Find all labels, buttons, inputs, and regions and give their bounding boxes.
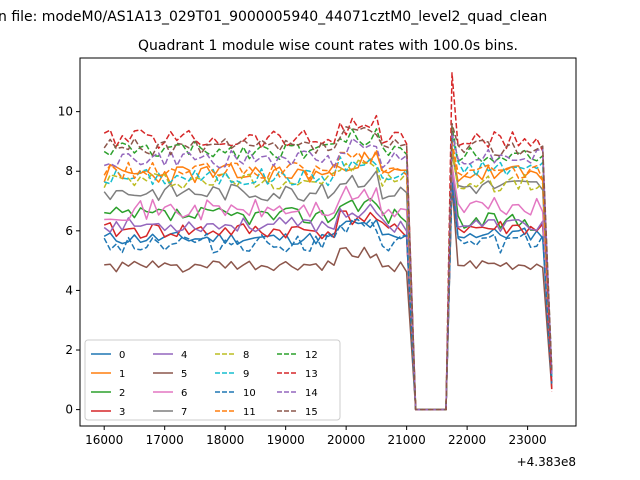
x-tick-label: 19000 (267, 433, 305, 447)
y-tick-label: 10 (58, 105, 73, 119)
series-line-9 (103, 134, 553, 411)
series-line-3 (103, 173, 553, 411)
legend-label-12: 12 (305, 350, 318, 361)
legend-label-2: 2 (119, 388, 125, 399)
series-line-5 (104, 182, 553, 411)
series-line-14 (103, 131, 553, 411)
y-tick-label: 8 (65, 164, 73, 178)
legend-label-6: 6 (181, 388, 187, 399)
y-tick-label: 6 (65, 224, 73, 238)
x-tick-label: 22000 (448, 433, 486, 447)
suptitle: n file: modeM0/AS1A13_029T01_9000005940_… (0, 9, 547, 25)
series-line-15 (103, 122, 553, 411)
legend-label-14: 14 (305, 388, 318, 399)
y-tick-label: 2 (65, 343, 73, 357)
legend-label-4: 4 (181, 350, 187, 361)
y-axis: 0 2 4 6 8 10 (58, 105, 80, 417)
series-layer (103, 72, 553, 411)
series-line-12 (103, 125, 553, 411)
series-line-2 (104, 164, 553, 411)
series-line-11 (103, 140, 553, 411)
legend-label-13: 13 (305, 369, 318, 380)
legend-label-3: 3 (119, 407, 125, 418)
x-axis: 16000 17000 18000 19000 20000 21000 22000 23000 (85, 426, 547, 447)
series-line-4 (103, 170, 553, 411)
legend-label-11: 11 (243, 407, 256, 418)
x-tick-label: 17000 (146, 433, 184, 447)
y-tick-label: 0 (65, 403, 73, 417)
legend-label-10: 10 (243, 388, 256, 399)
series-line-7 (103, 152, 553, 411)
legend-frame (84, 339, 341, 421)
legend-label-15: 15 (305, 407, 318, 418)
legend-label-1: 1 (119, 369, 125, 380)
x-offset-label: +4.383e8 (517, 455, 576, 469)
legend-label-0: 0 (119, 350, 125, 361)
legend-label-9: 9 (243, 369, 249, 380)
chart-title: Quadrant 1 module wise count rates with … (138, 38, 518, 54)
axes-frame (79, 57, 577, 427)
x-tick-label: 23000 (509, 433, 547, 447)
x-tick-label: 21000 (388, 433, 426, 447)
y-tick-label: 4 (65, 283, 73, 297)
series-line-13 (103, 72, 553, 411)
x-tick-label: 16000 (85, 433, 123, 447)
legend-label-5: 5 (181, 369, 187, 380)
x-tick-label: 18000 (206, 433, 244, 447)
legend-label-8: 8 (243, 350, 249, 361)
x-tick-label: 20000 (327, 433, 365, 447)
series-line-6 (104, 164, 553, 411)
legend-label-7: 7 (181, 407, 187, 418)
